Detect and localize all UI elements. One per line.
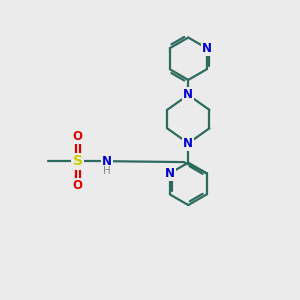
Text: H: H [103,166,110,176]
Text: N: N [102,155,112,168]
Text: O: O [73,130,83,143]
Text: O: O [73,179,83,192]
Text: N: N [183,137,193,150]
Text: N: N [165,167,175,180]
Text: N: N [183,88,193,101]
Text: S: S [73,154,83,168]
Text: N: N [202,42,212,55]
